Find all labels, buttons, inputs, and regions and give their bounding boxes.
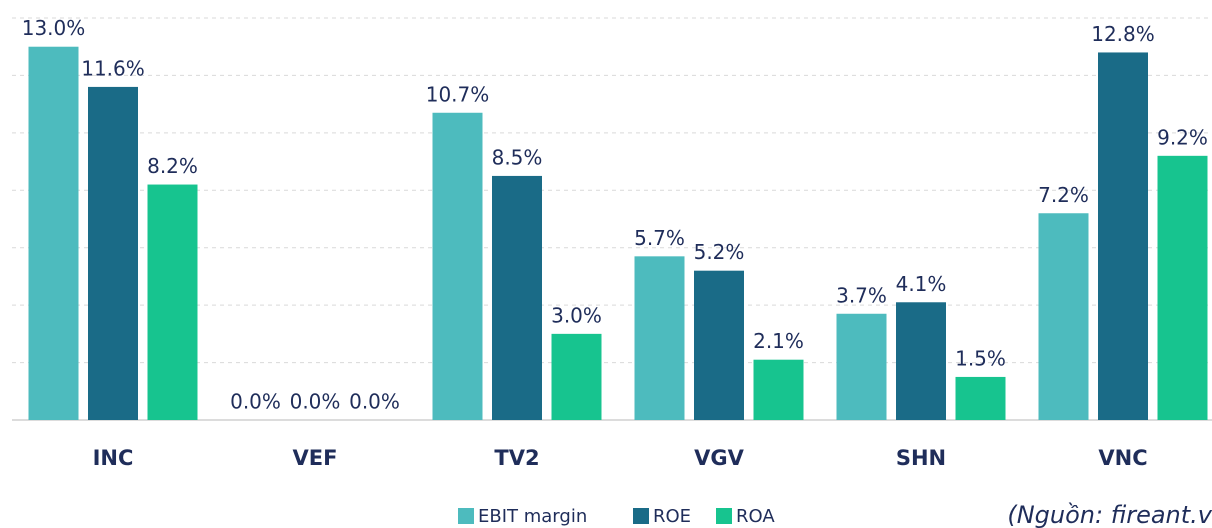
value-label: 5.2% — [694, 240, 745, 264]
value-label: 0.0% — [349, 390, 400, 414]
source-note: (Nguồn: fireant.v — [1007, 501, 1212, 528]
bar — [634, 256, 685, 420]
bar — [492, 175, 542, 420]
value-label: 2.1% — [753, 329, 804, 353]
value-label: 3.7% — [836, 283, 887, 307]
legend-swatch — [716, 508, 732, 524]
bar — [836, 313, 887, 420]
value-label: 10.7% — [426, 82, 490, 106]
x-tick-label: SHN — [896, 446, 946, 470]
legend-swatch — [633, 508, 649, 524]
bar — [28, 46, 79, 420]
value-label: 7.2% — [1038, 183, 1089, 207]
x-tick-label: VNC — [1098, 446, 1147, 470]
bar — [147, 184, 198, 420]
bar — [1038, 213, 1089, 420]
x-tick-label: VGV — [694, 446, 744, 470]
bar — [955, 376, 1006, 420]
bar — [1157, 155, 1208, 421]
bar — [896, 302, 946, 420]
legend-label: EBIT margin — [478, 506, 587, 527]
x-tick-label: VEF — [293, 446, 338, 470]
value-label: 3.0% — [551, 303, 602, 327]
bar — [88, 86, 138, 421]
value-label: 0.0% — [290, 390, 341, 414]
x-tick-label: INC — [93, 446, 134, 470]
bar — [753, 359, 804, 420]
legend-swatch — [458, 508, 474, 524]
value-label: 8.5% — [492, 145, 543, 169]
value-label: 1.5% — [955, 346, 1006, 370]
value-label: 13.0% — [22, 16, 86, 40]
legend-label: ROE — [653, 506, 691, 527]
value-label: 9.2% — [1157, 125, 1208, 149]
bar — [1098, 52, 1148, 420]
value-label: 4.1% — [896, 272, 947, 296]
value-label: 5.7% — [634, 226, 685, 250]
bar — [694, 270, 744, 420]
x-tick-label: TV2 — [494, 446, 539, 470]
value-label: 12.8% — [1091, 22, 1155, 46]
value-label: 0.0% — [230, 390, 281, 414]
bar — [551, 333, 602, 420]
value-label: 11.6% — [81, 56, 145, 80]
bar — [432, 112, 483, 420]
value-label: 8.2% — [147, 154, 198, 178]
legend-label: ROA — [736, 506, 775, 527]
